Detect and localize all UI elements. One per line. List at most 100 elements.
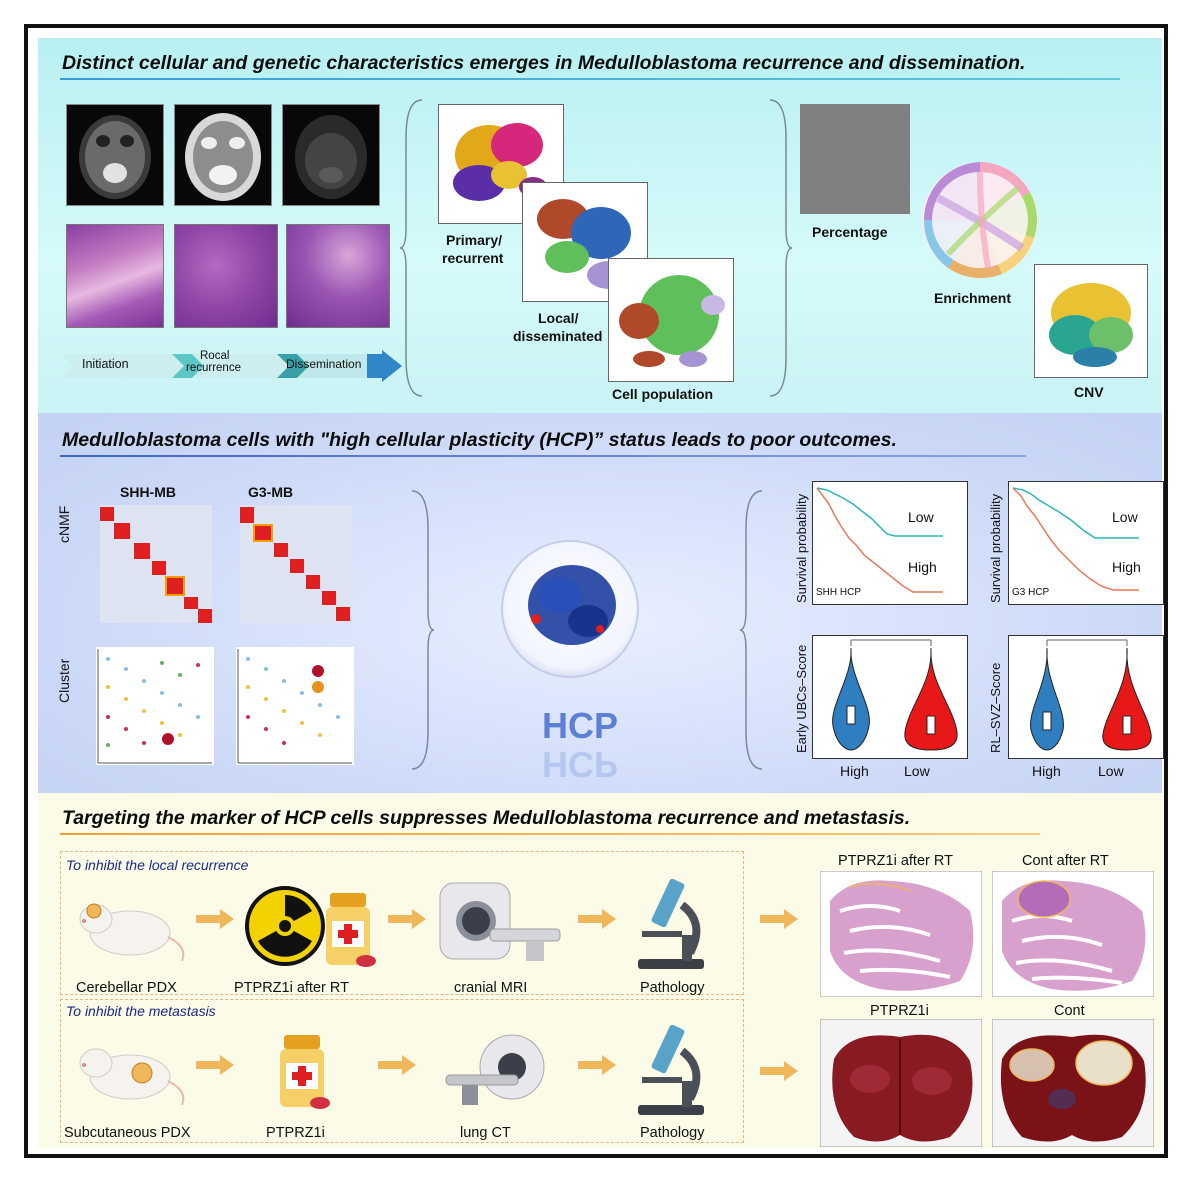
umap-label-cell-population: Cell population	[612, 386, 714, 402]
result-label-ptprz1i: PTPRZ1i	[870, 1003, 929, 1019]
percentage-label: Percentage	[812, 224, 888, 240]
panel-recurrence-characteristics: Distinct cellular and genetic characteri…	[38, 38, 1162, 413]
row-label-cluster: Cluster	[56, 658, 72, 703]
step-label-pathology-1: Pathology	[640, 980, 705, 996]
umap-cell-population	[608, 258, 734, 382]
arrow-icon	[760, 909, 798, 929]
drug-bottle-icon	[326, 893, 376, 967]
umap-label-disseminated: disseminated	[513, 328, 603, 344]
panel3-underline	[60, 833, 1040, 835]
panel2-title: Medulloblastoma cells with "high cellula…	[62, 429, 897, 451]
survival-ylabel-shh: Survival probability	[794, 493, 809, 603]
timeline-initiation-label: Initiation	[82, 357, 129, 371]
brace-right-panel1	[769, 99, 792, 397]
violin-plot-ubc	[812, 635, 968, 759]
step-label-lung-ct: lung CT	[460, 1125, 511, 1141]
hcp-label-reflection: HCP	[542, 744, 619, 785]
microscope-icon	[638, 878, 704, 969]
result-label-cont-after-rt: Cont after RT	[1022, 853, 1109, 869]
step-label-pathology-2: Pathology	[640, 1125, 705, 1141]
row-label-cnmf: cNMF	[56, 505, 72, 543]
cluster-dotplot-g3	[236, 647, 354, 765]
survival-plot-g3	[1008, 481, 1164, 605]
hcp-cell-sphere	[501, 540, 639, 678]
panel2-underline	[60, 455, 1026, 457]
mouse-subcutaneous-icon	[79, 1048, 185, 1106]
result-label-ptprz1i-after-rt: PTPRZ1i after RT	[838, 853, 953, 869]
survival-low-label-shh: Low	[908, 509, 934, 525]
violin-xlabel-low-rlsvz: Low	[1098, 763, 1124, 779]
mouse-cerebellar-icon	[79, 903, 185, 962]
arrow-icon	[388, 909, 426, 929]
step-label-cranial-mri: cranial MRI	[454, 980, 528, 996]
he-image-dissemination	[286, 224, 390, 328]
survival-ylabel-g3: Survival probability	[988, 493, 1003, 603]
brace-left-panel2	[411, 490, 435, 770]
microscope-icon	[638, 1024, 704, 1115]
cnv-label: CNV	[1074, 384, 1104, 400]
violin-plot-rlsvz	[1008, 635, 1164, 759]
result-lung-ptprz1i	[820, 1019, 982, 1147]
figure-frame: Distinct cellular and genetic characteri…	[24, 24, 1168, 1158]
panel1-title: Distinct cellular and genetic characteri…	[62, 52, 1026, 74]
heatmap-title-g3: G3-MB	[248, 484, 294, 500]
heatmap-title-shh: SHH-MB	[120, 484, 176, 500]
local-recurrence-heading: To inhibit the local recurrence	[66, 857, 249, 873]
result-lung-cont	[992, 1019, 1154, 1147]
cluster-dotplot-shh	[96, 647, 214, 765]
mri-image-initiation	[66, 104, 164, 206]
result-label-cont: Cont	[1054, 1003, 1085, 1019]
timeline-dissemination-label: Dissemination	[286, 357, 362, 371]
arrow-icon	[760, 1061, 798, 1081]
mri-image-dissemination	[282, 104, 380, 206]
step-label-ptprz1i: PTPRZ1i	[266, 1125, 325, 1141]
timeline-recurrence-label-1: Rocal	[200, 350, 230, 362]
step-label-ptprz1i-after-rt: PTPRZ1i after RT	[234, 980, 349, 996]
violin-xlabel-high-rlsvz: High	[1032, 763, 1061, 779]
result-histology-cont-after-rt	[992, 871, 1154, 997]
metastasis-heading: To inhibit the metastasis	[66, 1003, 216, 1019]
panel-hcp-outcomes: Medulloblastoma cells with "high cellula…	[38, 413, 1164, 793]
panel-targeting-hcp: Targeting the marker of HCP cells suppre…	[38, 793, 1162, 1148]
survival-high-label-shh: High	[908, 559, 937, 575]
percentage-plot	[800, 104, 910, 214]
ct-scanner-icon	[445, 1034, 545, 1105]
enrichment-chord-diagram	[922, 162, 1038, 279]
mri-scanner-icon	[439, 882, 561, 961]
step-label-cerebellar-pdx: Cerebellar PDX	[76, 980, 177, 996]
drug-bottle-icon	[280, 1035, 330, 1109]
arrow-icon	[578, 909, 616, 929]
panel3-title: Targeting the marker of HCP cells suppre…	[62, 807, 911, 829]
local-recurrence-box	[60, 851, 744, 995]
arrow-icon	[196, 1055, 234, 1075]
he-image-initiation	[66, 224, 164, 328]
cnv-umap	[1034, 264, 1148, 378]
survival-tag-g3: G3 HCP	[1012, 587, 1050, 598]
umap-label-local: Local/	[538, 310, 579, 326]
arrow-icon	[378, 1055, 416, 1075]
he-image-recurrence	[174, 224, 278, 328]
survival-tag-shh: SHH HCP	[816, 587, 862, 598]
survival-plot-shh	[812, 481, 968, 605]
brace-right-panel2	[739, 490, 763, 770]
arrow-icon	[196, 909, 234, 929]
violin-xlabel-low-ubc: Low	[904, 763, 930, 779]
result-histology-ptprz1i-after-rt	[820, 871, 982, 997]
umap-primary-recurrent	[438, 104, 564, 224]
enrichment-label: Enrichment	[934, 290, 1012, 306]
violin-xlabel-high-ubc: High	[840, 763, 869, 779]
mri-image-recurrence	[174, 104, 272, 206]
heatmap-shh	[100, 505, 212, 623]
survival-high-label-g3: High	[1112, 559, 1141, 575]
timeline-recurrence-label-2: recurrence	[186, 362, 241, 374]
hcp-label: HCP	[542, 705, 619, 746]
arrow-icon	[578, 1055, 616, 1075]
timeline-arrow	[62, 350, 402, 382]
umap-label-primary: Primary/	[446, 232, 503, 248]
brace-left-panel1	[400, 99, 423, 397]
panel1-underline	[60, 78, 1120, 80]
survival-low-label-g3: Low	[1112, 509, 1138, 525]
radiation-icon	[245, 886, 325, 966]
violin-ylabel-rlsvz: RL–SVZ–Score	[988, 662, 1003, 753]
step-label-subcutaneous-pdx: Subcutaneous PDX	[64, 1125, 191, 1141]
